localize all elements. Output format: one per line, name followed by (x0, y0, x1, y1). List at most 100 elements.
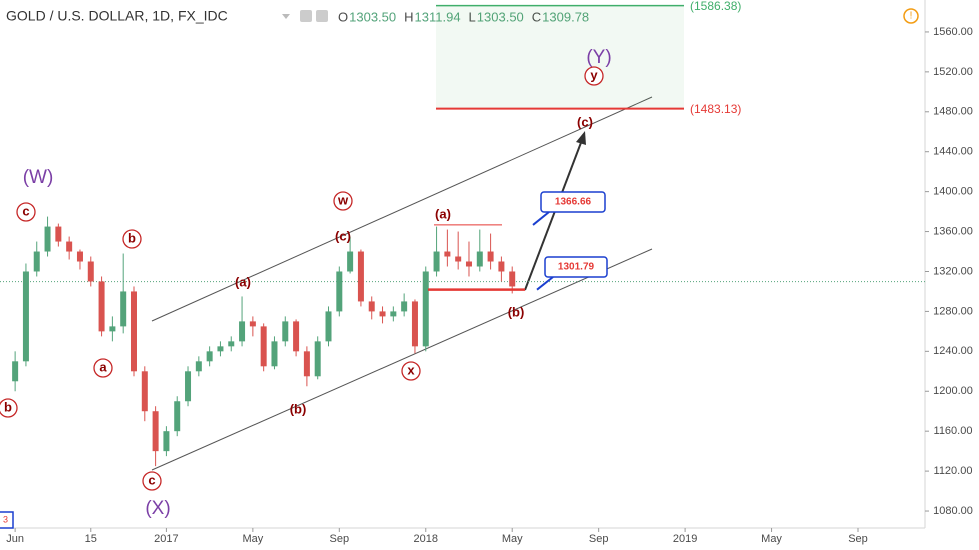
candle-body (455, 256, 462, 262)
candle (433, 226, 440, 277)
candle-body (282, 321, 289, 342)
x-tick-label: Sep (848, 533, 868, 545)
candle-body (293, 321, 300, 352)
candle-body (66, 241, 73, 252)
candle (260, 323, 267, 372)
wave-label: c (148, 472, 155, 487)
candle (239, 296, 246, 347)
x-tick-label: Jun (6, 533, 24, 545)
wave-circle (122, 229, 142, 249)
wave-label: w (337, 192, 349, 207)
candle (357, 249, 364, 307)
candle (498, 256, 505, 282)
candle (390, 306, 397, 322)
warning-mark: ! (910, 11, 913, 22)
wave-circle (333, 191, 353, 211)
wave-label: (a) (235, 274, 251, 289)
y-tick-label: 1120.00 (934, 465, 973, 477)
candle (44, 216, 51, 257)
candle (368, 296, 375, 320)
candle-body (185, 371, 192, 402)
corner-box (0, 511, 14, 529)
y-tick-label: 1160.00 (934, 425, 973, 437)
arrow-head (576, 131, 586, 145)
candle-body (228, 341, 235, 347)
candle (249, 316, 256, 337)
wave-label: (Y) (586, 47, 611, 68)
x-tick-label: May (242, 533, 263, 545)
y-tick-label: 1480.00 (933, 106, 973, 118)
ohlc-name: C (532, 9, 541, 24)
projection-arrow (524, 139, 583, 291)
candle (476, 229, 483, 272)
candle (487, 233, 494, 270)
wave-label: (a) (435, 206, 451, 221)
level-label: (1483.13) (690, 102, 741, 116)
candle-body (487, 251, 494, 262)
candle (12, 351, 19, 392)
candle-body (260, 326, 267, 367)
candle (76, 249, 83, 270)
dropdown-icon[interactable] (282, 14, 290, 19)
candle (120, 253, 127, 334)
candle (303, 346, 310, 387)
candle (411, 299, 418, 354)
candle-body (465, 261, 472, 267)
wave-label: c (22, 203, 29, 218)
callout-pointer (536, 276, 554, 291)
y-tick-label: 1280.00 (933, 305, 973, 317)
candle (55, 223, 62, 247)
candle (141, 366, 148, 422)
candle-body (303, 351, 310, 377)
candle (336, 266, 343, 317)
target-zone (436, 5, 684, 109)
candle (174, 396, 181, 437)
candle-body (98, 281, 105, 332)
wave-circle (16, 202, 36, 222)
y-tick-label: 1560.00 (933, 26, 973, 38)
ohlc-value: 1311.94 (415, 9, 461, 24)
candle (444, 229, 451, 267)
candle (465, 241, 472, 277)
callout-pointer (532, 211, 550, 226)
candle (22, 263, 29, 367)
wave-label: (W) (23, 167, 54, 188)
candle-body (239, 321, 246, 342)
wave-circle (93, 358, 113, 378)
candle (282, 316, 289, 347)
x-tick-label: Sep (589, 533, 609, 545)
candle-body (498, 261, 505, 272)
candle (422, 266, 429, 352)
eye-icon[interactable] (316, 10, 328, 22)
candle-body (206, 351, 213, 362)
candle (314, 336, 321, 380)
candle-body (195, 361, 202, 372)
candle-body (357, 251, 364, 302)
candle (33, 241, 40, 277)
ohlc-value: 1303.50 (477, 9, 524, 24)
settings-icon[interactable] (300, 10, 312, 22)
candle (163, 426, 170, 457)
candle (228, 336, 235, 352)
callout-box (544, 256, 608, 278)
wave-label: (X) (145, 498, 170, 519)
candle-body (347, 251, 354, 272)
candle-body (152, 411, 159, 452)
channel-lower (151, 248, 653, 471)
symbol-title: GOLD / U.S. DOLLAR, 1D, FX_IDC (6, 8, 228, 24)
candle-body (271, 341, 278, 367)
candle-body (411, 301, 418, 347)
candle-body (390, 311, 397, 317)
candle-body (141, 371, 148, 412)
wave-circle (401, 361, 421, 381)
candle-body (33, 251, 40, 272)
candle-body (130, 291, 137, 372)
candle (98, 276, 105, 337)
candle (379, 306, 386, 324)
y-tick-label: 1400.00 (933, 186, 973, 198)
candle-body (444, 251, 451, 257)
wave-label: (c) (335, 228, 351, 243)
candle (401, 293, 408, 317)
warning-icon[interactable] (903, 8, 919, 24)
candle (66, 236, 73, 260)
